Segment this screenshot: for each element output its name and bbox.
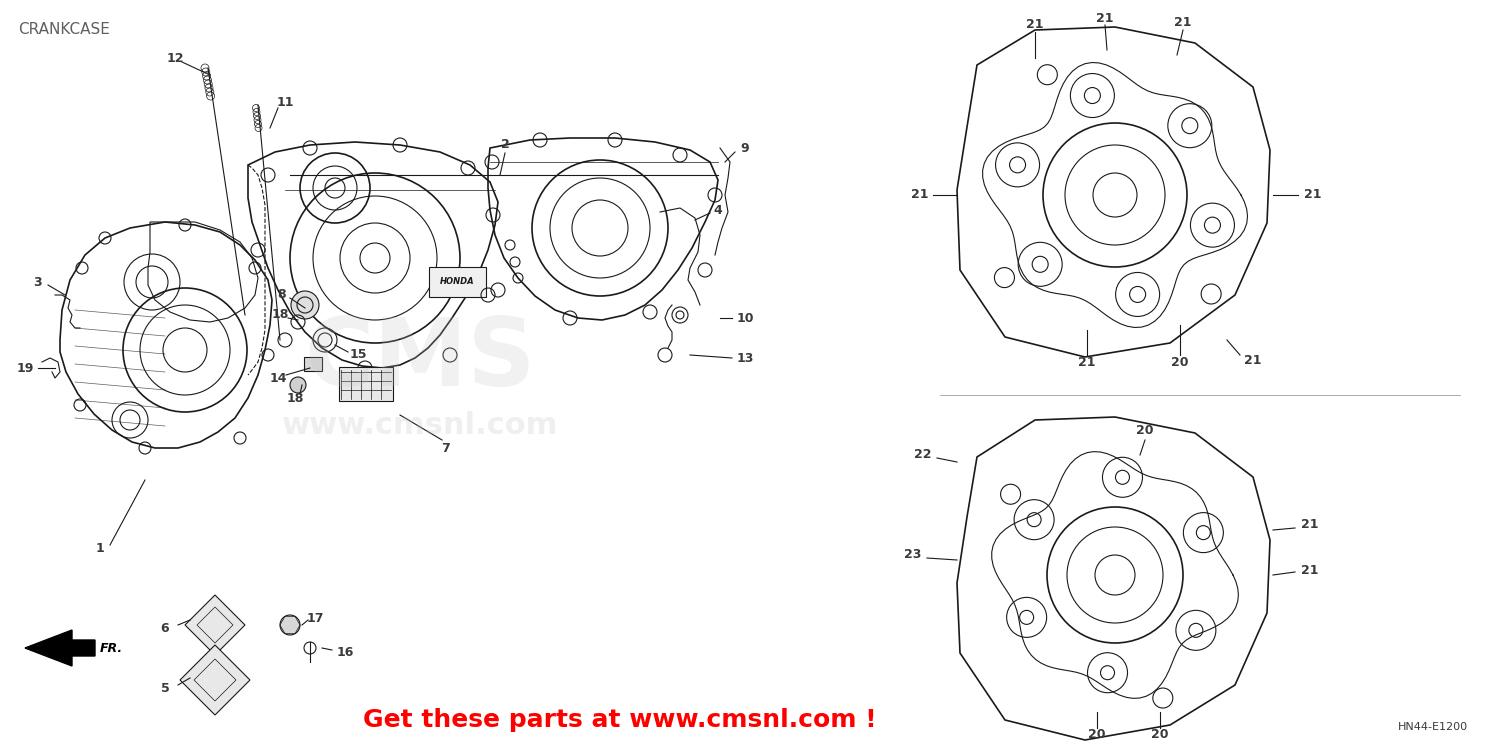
Text: 17: 17 [306,611,324,624]
Text: CRANKCASE: CRANKCASE [18,22,110,37]
Text: 1: 1 [96,541,105,554]
Text: 21: 21 [1078,355,1095,369]
Text: 16: 16 [336,645,354,658]
Text: 20: 20 [1137,424,1154,437]
Text: CMS: CMS [304,314,536,406]
Text: 20: 20 [1088,728,1106,741]
Circle shape [290,377,306,393]
Polygon shape [180,645,250,715]
Text: 21: 21 [1304,188,1322,201]
Text: 13: 13 [736,351,753,364]
Text: FR.: FR. [100,642,123,654]
Text: 2: 2 [501,139,510,152]
Text: 4: 4 [714,204,723,216]
Text: 21: 21 [910,188,928,201]
Text: 11: 11 [276,96,294,109]
Text: 21: 21 [1174,16,1191,29]
Text: HONDA: HONDA [440,277,474,287]
Text: 21: 21 [1300,563,1318,577]
Text: 15: 15 [350,348,366,361]
Text: 10: 10 [736,311,753,324]
Circle shape [280,615,300,635]
Text: 18: 18 [272,308,288,321]
Text: 5: 5 [160,682,170,694]
Text: 19: 19 [16,361,33,375]
FancyBboxPatch shape [304,357,322,371]
Text: 7: 7 [441,442,450,455]
Text: 6: 6 [160,621,170,635]
Polygon shape [184,595,244,655]
Text: Get these parts at www.cmsnl.com !: Get these parts at www.cmsnl.com ! [363,708,878,732]
Text: 8: 8 [278,289,286,302]
Circle shape [291,291,320,319]
Text: 21: 21 [1245,354,1262,366]
FancyBboxPatch shape [339,367,393,401]
Polygon shape [26,630,94,666]
Text: 21: 21 [1300,519,1318,532]
Text: 20: 20 [1172,355,1188,369]
Text: 22: 22 [914,449,932,461]
Text: 20: 20 [1152,728,1168,741]
Text: HN44-E1200: HN44-E1200 [1398,722,1468,732]
Text: 21: 21 [1096,11,1113,24]
Text: 21: 21 [1026,19,1044,32]
Text: www.cmsnl.com: www.cmsnl.com [282,410,558,440]
FancyBboxPatch shape [429,267,486,297]
Text: 9: 9 [741,142,750,155]
Text: 14: 14 [270,372,286,385]
Text: 23: 23 [904,548,921,562]
Text: 18: 18 [286,391,303,404]
Text: 3: 3 [33,275,42,289]
Text: 12: 12 [166,51,183,65]
